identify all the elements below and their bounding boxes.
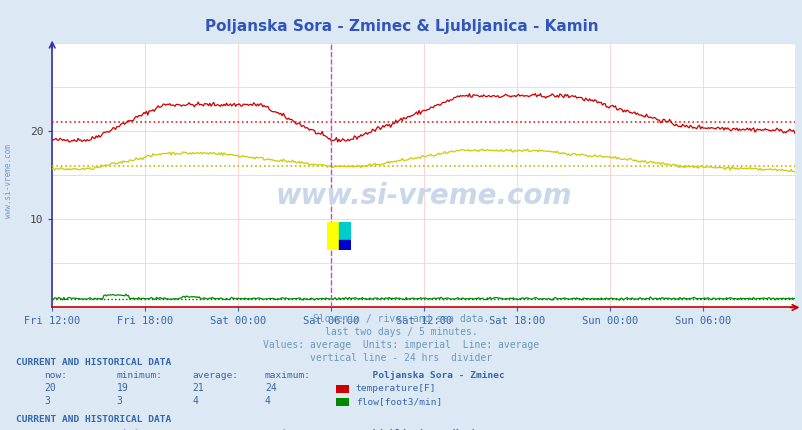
Text: average:: average: <box>192 372 238 381</box>
Text: now:: now: <box>44 429 67 430</box>
Text: maximum:: maximum: <box>265 429 310 430</box>
Text: CURRENT AND HISTORICAL DATA: CURRENT AND HISTORICAL DATA <box>16 358 171 367</box>
Polygon shape <box>338 222 350 240</box>
Text: minimum:: minimum: <box>116 429 162 430</box>
Text: 4: 4 <box>265 396 270 406</box>
Text: vertical line - 24 hrs  divider: vertical line - 24 hrs divider <box>310 353 492 362</box>
Text: temperature[F]: temperature[F] <box>355 384 435 393</box>
Text: flow[foot3/min]: flow[foot3/min] <box>355 397 441 406</box>
Text: maximum:: maximum: <box>265 372 310 381</box>
Text: 21: 21 <box>192 383 205 393</box>
Text: Ljubljanica - Kamin: Ljubljanica - Kamin <box>361 429 481 430</box>
Text: CURRENT AND HISTORICAL DATA: CURRENT AND HISTORICAL DATA <box>16 415 171 424</box>
Polygon shape <box>326 222 338 250</box>
Text: www.si-vreme.com: www.si-vreme.com <box>275 182 571 210</box>
Text: www.si-vreme.com: www.si-vreme.com <box>3 144 13 218</box>
Text: now:: now: <box>44 372 67 381</box>
Text: 3: 3 <box>44 396 50 406</box>
Text: 3: 3 <box>116 396 122 406</box>
Text: 4: 4 <box>192 396 198 406</box>
Text: 20: 20 <box>44 383 56 393</box>
Text: Values: average  Units: imperial  Line: average: Values: average Units: imperial Line: av… <box>263 340 539 350</box>
Text: average:: average: <box>192 429 238 430</box>
Text: Slovenia / river and sea data.: Slovenia / river and sea data. <box>313 314 489 324</box>
Text: 24: 24 <box>265 383 277 393</box>
Polygon shape <box>338 240 350 250</box>
Text: 19: 19 <box>116 383 128 393</box>
Text: last two days / 5 minutes.: last two days / 5 minutes. <box>325 327 477 337</box>
Text: Poljanska Sora - Zminec: Poljanska Sora - Zminec <box>361 372 504 381</box>
Text: Poljanska Sora - Zminec & Ljubljanica - Kamin: Poljanska Sora - Zminec & Ljubljanica - … <box>205 19 597 34</box>
Text: minimum:: minimum: <box>116 372 162 381</box>
